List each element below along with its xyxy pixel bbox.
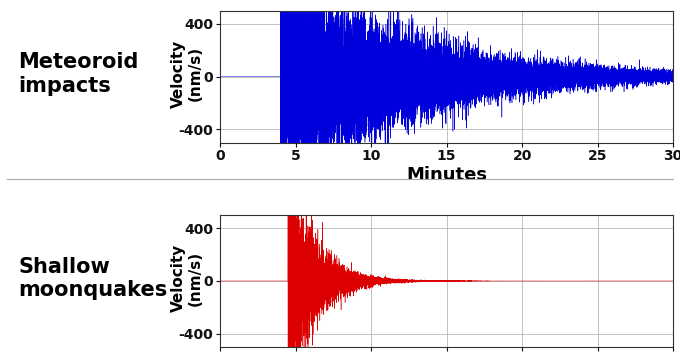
X-axis label: Minutes: Minutes — [406, 166, 487, 184]
Text: Velocity
(nm/s): Velocity (nm/s) — [171, 40, 203, 108]
Text: Meteoroid
impacts: Meteoroid impacts — [18, 52, 139, 96]
Text: Velocity
(nm/s): Velocity (nm/s) — [171, 244, 203, 313]
Text: Shallow
moonquakes: Shallow moonquakes — [18, 257, 168, 300]
